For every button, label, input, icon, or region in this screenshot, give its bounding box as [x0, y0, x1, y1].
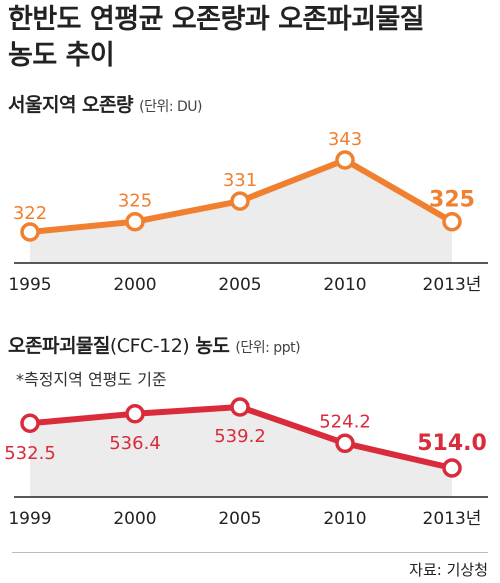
ozone-chart-title-text: 서울지역 오존량	[8, 94, 133, 116]
cfc-chart-unit: (단위: ppt)	[235, 340, 301, 356]
area-fill	[30, 160, 452, 263]
cfc-chart-title-text: 오존파괴물질	[8, 335, 110, 357]
cfc-chart-title-end: 농도	[189, 335, 230, 357]
x-tick-label: 1995	[8, 275, 51, 295]
data-label: 322	[13, 203, 47, 224]
area-fill	[30, 407, 452, 497]
x-tick-label: 2013년	[423, 275, 482, 295]
source-credit: 자료: 기상청	[409, 561, 488, 579]
data-label: 343	[328, 129, 362, 150]
data-point	[20, 413, 40, 433]
x-tick-label: 1999	[8, 509, 51, 529]
cfc-chart-title-compound: (CFC-12)	[109, 335, 190, 357]
ozone-line-chart: 1995 2000 2005 2010 2013년 322 325 331 343 325	[8, 129, 488, 295]
data-label: 539.2	[214, 426, 266, 447]
cfc-chart-title: 오존파괴물질(CFC-12) 농도 (단위: ppt)	[8, 331, 301, 358]
x-tick-label: 2010	[323, 275, 366, 295]
data-point	[230, 191, 250, 211]
cfc-line-chart: 1999 2000 2005 2010 2013년 532.5 536.4 539.2 524.…	[4, 397, 488, 529]
data-point	[125, 211, 145, 232]
x-tick-label: 2005	[218, 275, 261, 295]
footer-divider	[12, 552, 488, 553]
ozone-chart-title: 서울지역 오존량 (단위: DU)	[8, 90, 202, 117]
data-point	[442, 458, 462, 478]
data-label: 325	[429, 188, 475, 213]
data-point	[20, 222, 40, 242]
data-point	[230, 397, 250, 417]
data-point	[335, 433, 355, 454]
x-tick-label: 2000	[113, 275, 156, 295]
x-tick-label: 2000	[113, 509, 156, 529]
main-title: 한반도 연평균 오존량과 오존파괴물질 농도 추이	[8, 2, 425, 74]
data-label: 536.4	[109, 433, 161, 454]
x-tick-label: 2013년	[423, 509, 482, 529]
data-point	[335, 150, 355, 170]
data-label: 325	[118, 191, 152, 212]
data-point	[442, 211, 462, 232]
data-label: 524.2	[319, 411, 371, 432]
data-label: 514.0	[417, 431, 487, 456]
ozone-chart-unit: (단위: DU)	[139, 99, 202, 115]
cfc-chart-note: *측정지역 연평도 기준	[16, 370, 167, 389]
data-label: 331	[223, 170, 257, 191]
main-title-line-1: 한반도 연평균 오존량과 오존파괴물질	[8, 4, 425, 35]
data-point	[125, 404, 145, 424]
x-tick-label: 2005	[218, 509, 261, 529]
main-title-line-2: 농도 추이	[8, 40, 115, 71]
data-label: 532.5	[4, 443, 56, 464]
x-tick-label: 2010	[323, 509, 366, 529]
